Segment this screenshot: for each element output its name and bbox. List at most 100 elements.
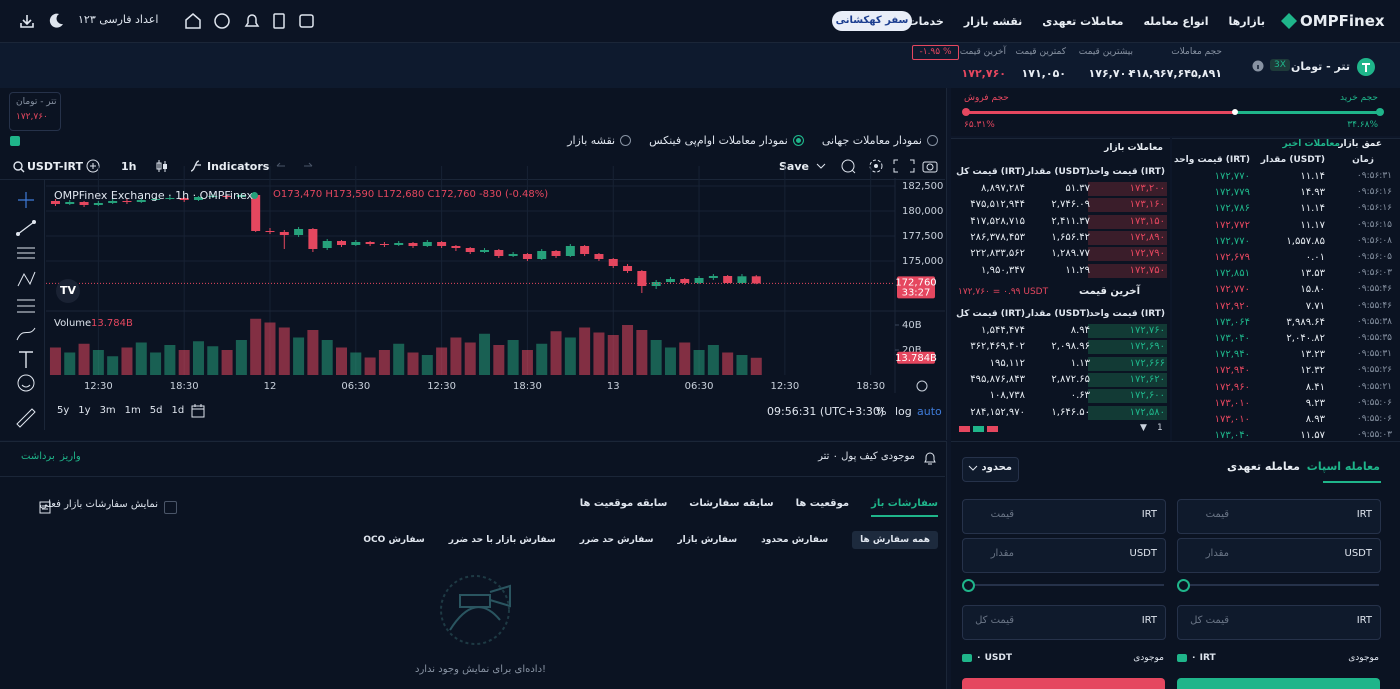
indicators-icon[interactable]: [189, 159, 203, 173]
trade-time: ۰۹:۵۶:۰۳: [1356, 268, 1392, 279]
add-symbol-icon[interactable]: [86, 159, 100, 173]
indicators[interactable]: Indicators: [207, 160, 270, 173]
info-icon[interactable]: [1252, 60, 1264, 72]
trade-price: ۱۷۲,۸۵۱: [1214, 268, 1250, 280]
candle-body: [694, 278, 704, 283]
order-type-select[interactable]: [962, 457, 1019, 482]
order-tab[interactable]: سابقه موقعیت ها: [579, 498, 668, 509]
input-box[interactable]: [962, 605, 1166, 640]
download-icon[interactable]: [18, 12, 36, 30]
order-tab[interactable]: سفارشات باز: [871, 498, 938, 517]
leverage-badge: 3X: [1270, 59, 1290, 71]
trade-price: ۱۷۲,۷۷۰: [1214, 171, 1250, 182]
order-filter[interactable]: سفارش OCO: [363, 535, 425, 545]
clipboard-icon[interactable]: [39, 500, 51, 514]
range-button[interactable]: 1m: [124, 405, 141, 416]
radio[interactable]: [792, 135, 804, 146]
calendar-icon[interactable]: [190, 403, 206, 419]
trade-time: ۰۹:۵۶:۱۶: [1356, 203, 1392, 214]
order-filter[interactable]: سفارش بازار با حد ضرر: [448, 535, 556, 545]
trade-amount: ۱۱.۱۴: [1300, 171, 1325, 182]
trade-amount: ۱۲.۳۲: [1300, 365, 1325, 377]
chart-tab[interactable]: نقشه بازار: [567, 134, 632, 147]
volume-bar: [336, 347, 347, 375]
trade-time: ۰۹:۵۵:۰۶: [1356, 397, 1392, 408]
chart-type-icon[interactable]: [155, 158, 169, 174]
input-unit: IRT: [1356, 509, 1372, 520]
input-box[interactable]: [962, 538, 1166, 573]
order-tab[interactable]: موقعیت ها: [795, 498, 850, 509]
order-filter[interactable]: سفارش بازار: [677, 535, 738, 545]
buy-button[interactable]: [1177, 678, 1380, 689]
book-cell: ۱.۱۳: [1070, 357, 1090, 369]
order-type[interactable]: محدود: [981, 462, 1012, 473]
input-box[interactable]: [1177, 538, 1381, 573]
chart-tab-label[interactable]: نقشه بازار: [567, 134, 616, 147]
log-toggle[interactable]: log: [895, 405, 912, 418]
menu-item[interactable]: نقشه بازار: [963, 14, 1023, 28]
slider-thumb[interactable]: [1177, 579, 1190, 592]
chart-tab-label[interactable]: نمودار معاملات جهانی: [821, 134, 922, 147]
numerals-toggle[interactable]: اعداد فارسی ۱۲۳: [78, 13, 159, 26]
order-filter[interactable]: سفارش حد ضرر: [579, 535, 654, 545]
order-filter[interactable]: سفارش محدود: [761, 535, 829, 545]
order-tab[interactable]: سابقه سفارشات: [689, 498, 774, 509]
pair-name[interactable]: تتر - تومان: [1290, 60, 1350, 73]
order-filter[interactable]: همه سفارش ها: [852, 531, 938, 549]
candle-body: [651, 282, 661, 286]
interval[interactable]: 1h: [121, 160, 137, 173]
percent-toggle[interactable]: %: [876, 405, 887, 418]
slider-thumb[interactable]: [962, 579, 975, 592]
search-icon[interactable]: [13, 161, 25, 173]
nav-icons[interactable]: [184, 11, 314, 31]
range-button[interactable]: 1d: [171, 405, 185, 416]
sell-button[interactable]: [962, 678, 1165, 689]
chart-tab-label[interactable]: نمودار معاملات اوام‌پی فینکس: [649, 134, 788, 147]
range-button[interactable]: 3m: [99, 405, 116, 416]
theme-icon[interactable]: [48, 12, 64, 28]
logo[interactable]: OMPFinex: [1300, 12, 1385, 30]
volume-bar: [479, 333, 491, 375]
promo-badge[interactable]: سفر کهکشانی: [832, 11, 912, 31]
book-view-toggle[interactable]: [959, 426, 999, 432]
undo-redo-icons[interactable]: [274, 160, 314, 172]
spot-tab[interactable]: معامله اسپات: [1306, 460, 1380, 473]
save[interactable]: Save: [779, 160, 809, 173]
stat-label: حجم معاملات: [1171, 47, 1222, 57]
chart-tab[interactable]: نمودار معاملات جهانی: [822, 134, 938, 147]
tv-logo[interactable]: TV: [56, 279, 80, 303]
menu-item[interactable]: انواع معامله: [1143, 14, 1209, 28]
drawing-tools[interactable]: [14, 190, 38, 430]
menu-item[interactable]: بازارها: [1228, 14, 1265, 28]
input-box[interactable]: [962, 499, 1166, 534]
input-box[interactable]: [1177, 605, 1381, 640]
book-depth-bg: [1088, 182, 1167, 196]
show-current-label[interactable]: نمایش سفارشات بازار فعلی: [39, 499, 158, 510]
symbol[interactable]: USDT-IRT: [27, 160, 84, 173]
range-button[interactable]: 5y: [57, 405, 70, 416]
volume-bar: [579, 327, 591, 375]
margin-tab[interactable]: معامله تعهدی: [1227, 460, 1300, 473]
book-pager-arrow[interactable]: ▼: [1140, 423, 1147, 433]
range-button[interactable]: 1y: [78, 405, 91, 416]
balance-label: موجودی: [1348, 653, 1379, 663]
x-tick-label: 12:30: [770, 381, 799, 392]
depth-tab[interactable]: عمق بازار: [1338, 139, 1382, 149]
candle-body: [394, 243, 404, 245]
auto-toggle[interactable]: auto: [917, 405, 942, 418]
withdraw-link[interactable]: برداشت: [21, 451, 55, 462]
input-box[interactable]: [1177, 499, 1381, 534]
trades-tab[interactable]: معاملات اخیر: [1282, 139, 1340, 149]
toolbar-right-icons[interactable]: [815, 158, 940, 174]
book-page[interactable]: 1: [1157, 423, 1163, 433]
checkbox[interactable]: [164, 501, 177, 514]
radio[interactable]: [927, 135, 938, 146]
menu-item[interactable]: معاملات تعهدی: [1042, 14, 1124, 28]
radio[interactable]: [620, 135, 632, 146]
deposit-link[interactable]: واریز: [60, 451, 81, 462]
grid-icon[interactable]: [10, 136, 20, 146]
chart-tab[interactable]: نمودار معاملات اوام‌پی فینکس: [649, 134, 804, 147]
input-unit: IRT: [1141, 615, 1157, 626]
range-button[interactable]: 5d: [149, 405, 163, 416]
